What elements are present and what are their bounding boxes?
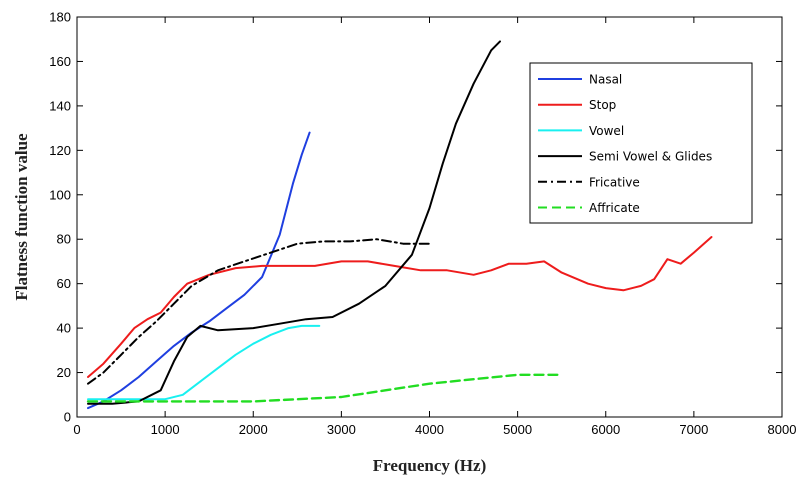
x-tick-label: 7000: [679, 422, 708, 437]
series-layer: [86, 40, 713, 410]
series-line-semi-vowel-glides: [87, 40, 501, 405]
series-line-vowel: [87, 324, 321, 401]
y-tick-label: 160: [49, 54, 71, 69]
y-tick-label: 100: [49, 187, 71, 202]
y-tick-label: 140: [49, 98, 71, 113]
legend: Nasal Stop Vowel Semi Vowel & Glides Fricati…: [529, 62, 753, 224]
legend-label: Semi Vowel & Glides: [589, 150, 712, 164]
series-line-nasal: [87, 131, 311, 410]
legend-label: Stop: [589, 98, 616, 112]
x-tick-label: 2000: [239, 422, 268, 437]
y-tick-label: 120: [49, 143, 71, 158]
x-tick-label: 1000: [151, 422, 180, 437]
series-line-affricate: [86, 373, 559, 403]
x-axis-label: Frequency (Hz): [373, 456, 486, 475]
y-axis-label: Flatness function value: [12, 133, 31, 301]
y-tick-label: 60: [57, 276, 71, 291]
y-tick-label: 0: [64, 410, 71, 425]
legend-label: Fricative: [589, 175, 640, 189]
legend-label: Affricate: [589, 201, 640, 215]
ticks-layer: 0 1000 2000 3000 4000 5000 6000 7000 8000 0 20 40 60…: [49, 10, 796, 438]
x-tick-label: 0: [73, 422, 80, 437]
legend-box: [529, 62, 753, 224]
y-tick-label: 80: [57, 232, 71, 247]
x-tick-label: 6000: [591, 422, 620, 437]
x-tick-label: 5000: [503, 422, 532, 437]
series-line-stop: [87, 236, 713, 378]
x-tick-label: 4000: [415, 422, 444, 437]
x-tick-label: 3000: [327, 422, 356, 437]
y-tick-label: 180: [49, 10, 71, 25]
y-tick-label: 40: [57, 321, 71, 336]
legend-label: Vowel: [589, 124, 624, 138]
y-tick-label: 20: [57, 365, 71, 380]
legend-items: Nasal Stop Vowel Semi Vowel & Glides Fricati…: [538, 73, 712, 215]
x-tick-label: 8000: [768, 422, 797, 437]
legend-label: Nasal: [589, 73, 622, 87]
series-line-fricative: [87, 238, 431, 385]
